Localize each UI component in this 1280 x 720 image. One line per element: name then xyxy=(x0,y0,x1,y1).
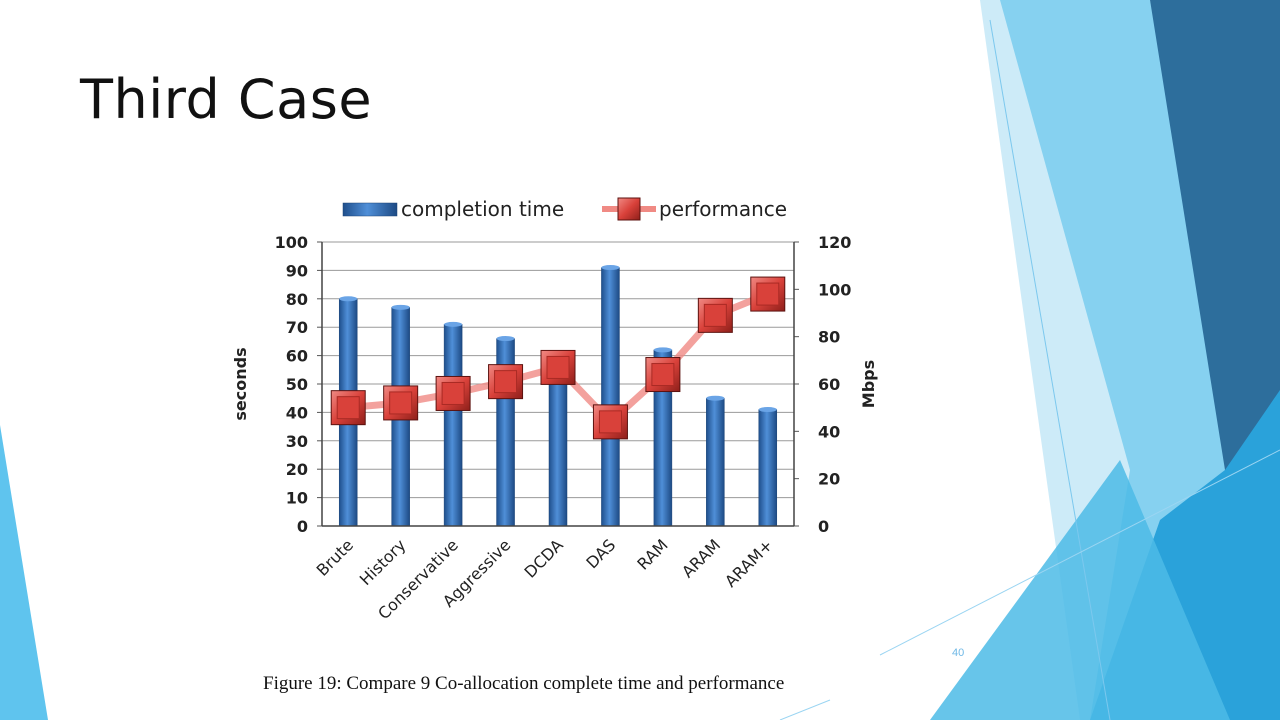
bg-thin-line xyxy=(879,449,1280,656)
performance-marker-face xyxy=(756,282,780,306)
slide-number: 40 xyxy=(952,647,965,659)
performance-marker-face xyxy=(389,391,413,415)
y-tick-label: 30 xyxy=(286,432,308,451)
performance-marker-face xyxy=(441,381,465,405)
y-tick-label: 90 xyxy=(286,261,308,280)
bar-das xyxy=(601,267,620,527)
y-tick-label: 20 xyxy=(286,460,308,479)
bar-conservative xyxy=(443,324,463,527)
figure-caption: Figure 19: Compare 9 Co-allocation compl… xyxy=(263,673,785,694)
y2-tick-label: 120 xyxy=(818,233,851,252)
bg-thin-line xyxy=(779,699,831,720)
y-tick-label: 70 xyxy=(286,318,308,337)
performance-marker-face xyxy=(651,363,675,387)
performance-marker-face xyxy=(546,355,570,379)
bg-shape-left xyxy=(0,425,48,720)
x-tick-label: DCDA xyxy=(521,535,567,581)
y2-tick-label: 20 xyxy=(818,470,840,489)
y-tick-label: 0 xyxy=(297,517,308,536)
bar-top xyxy=(496,336,515,342)
y-tick-label: 10 xyxy=(286,489,308,508)
y2-axis-title: Mbps xyxy=(859,360,878,408)
bar-top xyxy=(444,321,463,327)
x-tick-label: History xyxy=(356,535,410,589)
legend-label-completion-time: completion time xyxy=(401,197,564,221)
y2-tick-label: 80 xyxy=(818,328,840,347)
y-tick-label: 80 xyxy=(286,290,308,309)
performance-line xyxy=(330,276,786,440)
y-tick-label: 60 xyxy=(286,347,308,366)
bar-top xyxy=(339,296,358,302)
performance-marker-face xyxy=(494,370,518,394)
x-tick-label: DAS xyxy=(582,535,619,572)
bar-top xyxy=(391,304,410,310)
bar-dcda xyxy=(548,375,568,527)
bg-thin-line xyxy=(989,19,1111,720)
bar-top xyxy=(706,395,725,401)
y2-tick-label: 0 xyxy=(818,517,829,536)
legend-swatch-completion-time xyxy=(342,202,398,217)
bar-aram xyxy=(706,397,725,527)
legend-label-performance: performance xyxy=(659,197,787,221)
y-tick-label: 100 xyxy=(275,233,308,252)
performance-marker-face xyxy=(703,303,727,327)
bar-top xyxy=(758,407,777,413)
legend: completion time performance xyxy=(342,197,787,221)
combo-chart: 0 10 20 30 40 50 60 70 80 90 100 0 20 40 60 80 100 120 Bru… xyxy=(231,197,878,623)
bg-shape-bottom-mid xyxy=(930,460,1230,720)
bar-aram- xyxy=(758,409,778,527)
x-tick-label: ARAM+ xyxy=(721,535,777,591)
x-tick-label: RAM xyxy=(633,535,671,573)
performance-marker-face xyxy=(336,396,360,420)
bar-top xyxy=(653,347,672,353)
slide-title: Third Case xyxy=(80,68,373,131)
y2-tick-label: 60 xyxy=(818,375,840,394)
y-tick-label: 40 xyxy=(286,403,308,422)
bar-top xyxy=(601,265,620,271)
x-tick-label: Brute xyxy=(313,535,357,579)
performance-marker-face xyxy=(598,410,622,434)
legend-marker-performance xyxy=(617,197,641,221)
y2-tick-label: 100 xyxy=(818,280,851,299)
y2-tick-label: 40 xyxy=(818,422,840,441)
y-axis-title: seconds xyxy=(231,347,250,420)
y-tick-label: 50 xyxy=(286,375,308,394)
x-tick-label: ARAM xyxy=(678,535,724,581)
